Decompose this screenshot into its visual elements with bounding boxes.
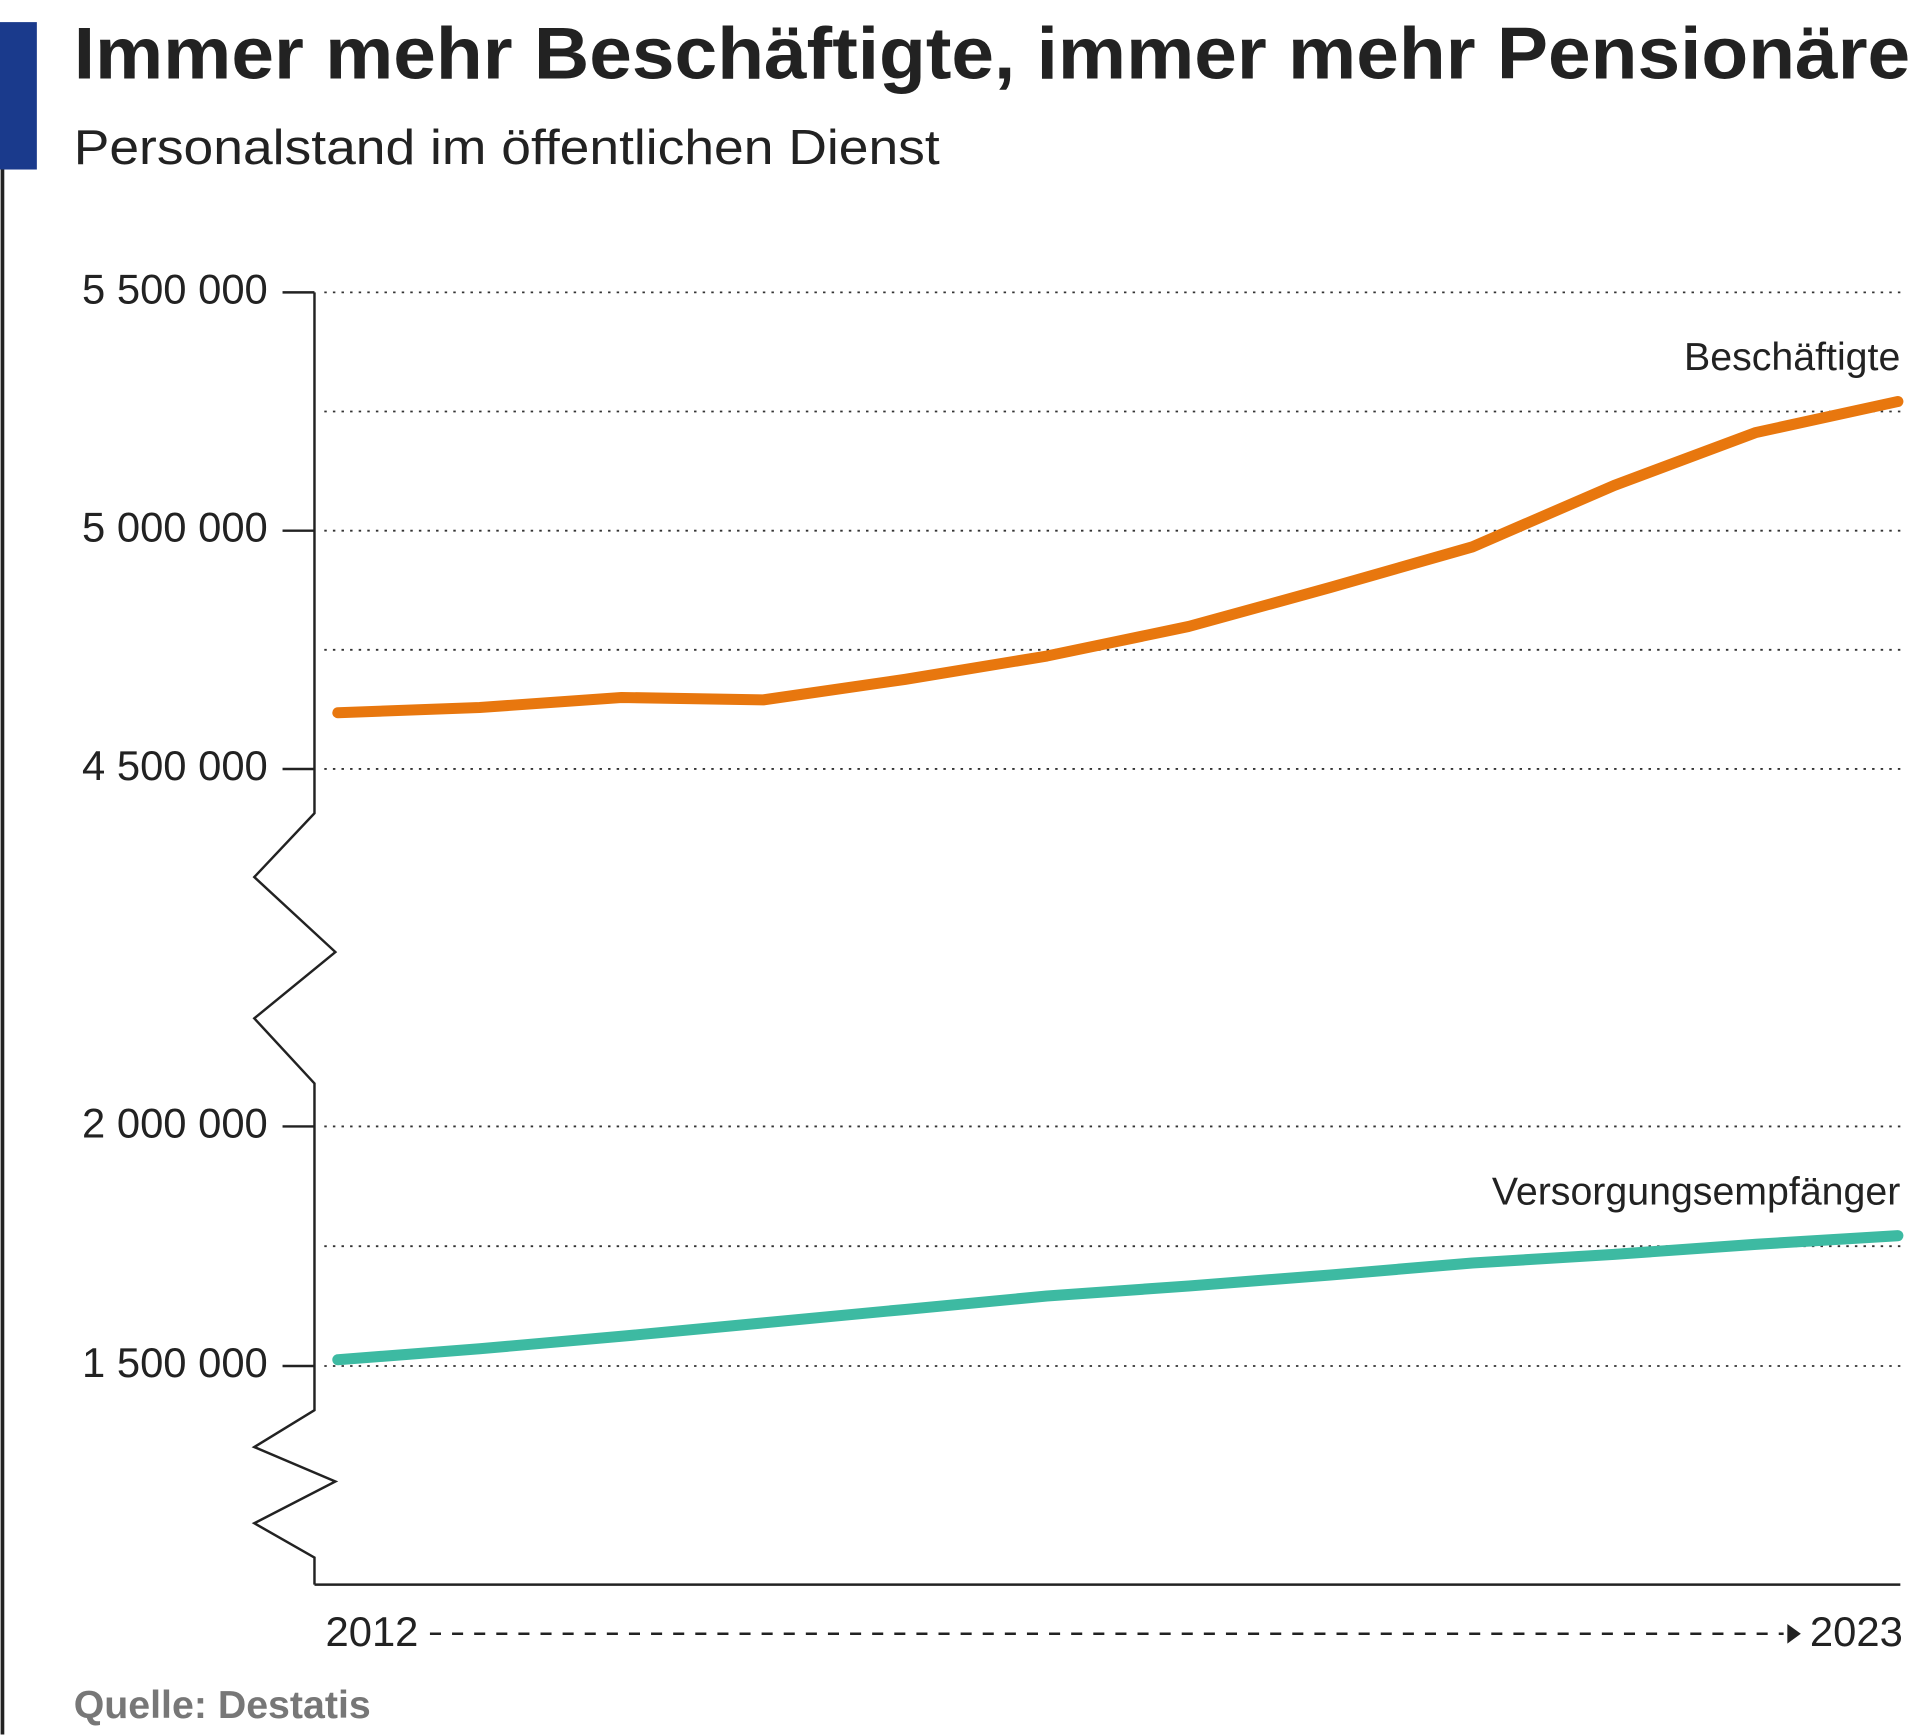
y-tick-label: 4 500 000 xyxy=(82,742,268,789)
series-label: Beschäftigte xyxy=(1684,335,1900,379)
y-tick-label: 5 500 000 xyxy=(82,265,268,312)
y-axis-broken xyxy=(251,292,339,1585)
chart-title: Immer mehr Beschäftigte, immer mehr Pens… xyxy=(74,11,1910,94)
x-tick-label: 2023 xyxy=(1810,1608,1903,1655)
y-tick-label: 1 500 000 xyxy=(82,1339,268,1386)
series-line xyxy=(332,395,1904,719)
accent-bar xyxy=(0,22,37,170)
y-tick-label: 5 000 000 xyxy=(82,504,268,551)
x-tick-label: 2012 xyxy=(326,1608,419,1655)
chart-subtitle: Personalstand im öffentlichen Dienst xyxy=(74,121,940,175)
series-label: Versorgungsempfänger xyxy=(1492,1169,1901,1213)
source: Quelle: Destatis xyxy=(74,1683,371,1727)
y-tick-label: 2 000 000 xyxy=(82,1099,268,1146)
time-arrowhead xyxy=(1787,1623,1801,1644)
series-line xyxy=(332,1230,1904,1366)
